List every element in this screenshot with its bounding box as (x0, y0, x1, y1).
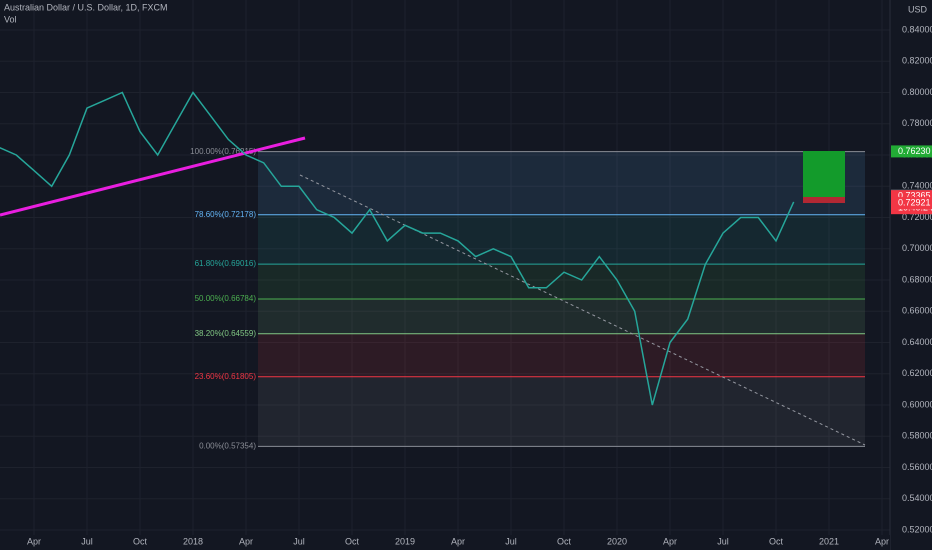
fib-band (258, 299, 865, 334)
x-tick-label: Jul (81, 536, 93, 546)
axis-unit: USD (908, 4, 928, 14)
y-tick-label: 0.82000 (902, 56, 932, 66)
volume-label: Vol (4, 14, 17, 24)
x-tick-label: Apr (663, 536, 677, 546)
y-tick-label: 0.70000 (902, 243, 932, 253)
x-tick-label: Apr (27, 536, 41, 546)
fib-label: 0.00%(0.57354) (199, 441, 256, 450)
y-tick-label: 0.80000 (902, 87, 932, 97)
fib-label: 78.60%(0.72178) (195, 210, 257, 219)
y-tick-label: 0.84000 (902, 24, 932, 34)
fib-retracement: 100.00%(0.76215) 78.60%(0.72178) 61.80%(0.… (190, 147, 865, 450)
x-tick-label: 2019 (395, 536, 415, 546)
price-line (0, 91, 795, 406)
price-tag-label: 0.72921 (898, 197, 931, 207)
trend-line (0, 136, 306, 217)
y-tick-label: 0.78000 (902, 118, 932, 128)
x-tick-label: 2021 (819, 536, 839, 546)
fib-label: 61.80%(0.69016) (195, 259, 257, 268)
x-tick-label: Jul (505, 536, 517, 546)
x-tick-label: Jul (717, 536, 729, 546)
x-tick-label: Jul (293, 536, 305, 546)
price-tag (891, 197, 932, 210)
fib-band (258, 376, 865, 447)
fib-label: 100.00%(0.76215) (190, 147, 256, 156)
x-tick-label: Oct (769, 536, 784, 546)
fib-label: 50.00%(0.66784) (195, 294, 257, 303)
x-tick-label: 2018 (183, 536, 203, 546)
x-tick-label: Oct (133, 536, 148, 546)
price-plot (0, 91, 795, 406)
price-axis (890, 0, 932, 550)
y-tick-label: 0.64000 (902, 337, 932, 347)
x-tick-label: Oct (345, 536, 360, 546)
y-tick-label: 0.68000 (902, 274, 932, 284)
x-tick-label: Apr (451, 536, 465, 546)
x-tick-label: Apr (239, 536, 253, 546)
target-zone (803, 151, 845, 197)
y-tick-label: 0.62000 (902, 368, 932, 378)
price-tag-label: 0.73365 (898, 191, 931, 201)
x-tick-label: 2020 (607, 536, 627, 546)
time-axis (0, 535, 890, 550)
fib-band (258, 151, 865, 215)
fib-band (258, 264, 865, 299)
chart-title: Australian Dollar / U.S. Dollar, 1D, FXC… (4, 2, 168, 12)
y-tick-label: 0.58000 (902, 431, 932, 441)
fib-label: 23.60%(0.61805) (195, 372, 257, 381)
fib-band (258, 333, 865, 377)
y-tick-label: 0.52000 (902, 524, 932, 534)
fib-label: 38.20%(0.64559) (195, 329, 257, 338)
x-tick-label: Apr (875, 536, 889, 546)
price-tag (891, 145, 932, 158)
y-tick-label: 0.56000 (902, 462, 932, 472)
y-tick-label: 0.66000 (902, 306, 932, 316)
y-tick-label: 0.72000 (902, 212, 932, 222)
axes: 0.52000 0.54000 0.56000 0.58000 0.60000 0.620… (27, 24, 932, 546)
y-tick-label: 0.60000 (902, 399, 932, 409)
price-tag-label: 0.76230 (898, 146, 931, 156)
y-tick-label: 0.54000 (902, 493, 932, 503)
x-tick-label: Oct (557, 536, 572, 546)
dashed-trend-line (299, 174, 866, 446)
stop-zone (803, 197, 845, 203)
y-tick-label: 0.74000 (902, 181, 932, 191)
